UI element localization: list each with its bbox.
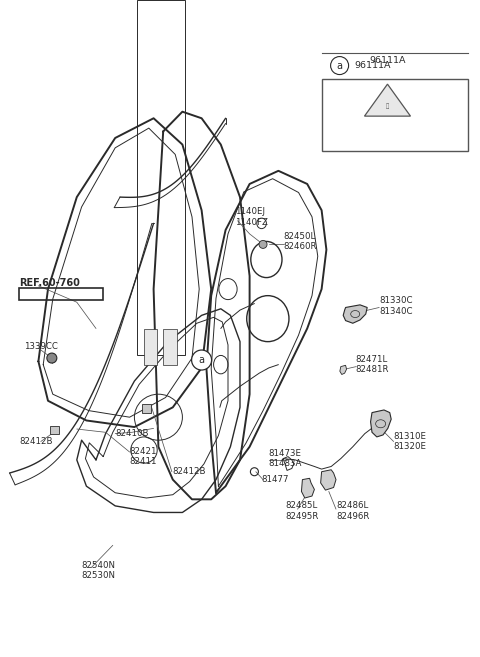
Text: a: a: [199, 355, 204, 365]
Polygon shape: [50, 426, 59, 434]
Polygon shape: [340, 365, 347, 374]
Text: 82450L
82460R: 82450L 82460R: [283, 232, 317, 252]
Bar: [163, 328, 177, 365]
Text: 81330C
81340C: 81330C 81340C: [379, 296, 413, 316]
Circle shape: [192, 350, 212, 370]
Polygon shape: [371, 410, 391, 437]
Text: 81477: 81477: [262, 475, 289, 484]
Polygon shape: [142, 404, 151, 413]
Polygon shape: [343, 305, 367, 323]
Text: 81310E
81320E: 81310E 81320E: [394, 432, 427, 451]
Bar: [137, 0, 185, 355]
Circle shape: [259, 240, 267, 248]
Circle shape: [331, 57, 348, 74]
Polygon shape: [301, 478, 314, 498]
Text: 82421
82411: 82421 82411: [130, 447, 157, 466]
Text: 96111A: 96111A: [355, 61, 391, 70]
Text: 82485L
82495R: 82485L 82495R: [286, 501, 319, 521]
Text: 🚗: 🚗: [386, 103, 389, 109]
Text: 96111A: 96111A: [370, 56, 406, 65]
Text: 82540N
82530N: 82540N 82530N: [82, 560, 116, 580]
Text: REF.60-760: REF.60-760: [19, 277, 80, 288]
Text: 82412B: 82412B: [173, 467, 206, 476]
Text: 82412B: 82412B: [19, 437, 53, 446]
Bar: [144, 328, 157, 365]
Text: 1140EJ
1140FZ: 1140EJ 1140FZ: [235, 207, 268, 227]
Text: 82486L
82496R: 82486L 82496R: [336, 501, 370, 521]
Text: 82410B: 82410B: [115, 429, 149, 438]
Bar: [322, 79, 468, 151]
Bar: [19, 288, 103, 300]
Circle shape: [47, 353, 57, 363]
Polygon shape: [364, 84, 410, 116]
Text: 81473E
81483A: 81473E 81483A: [269, 449, 302, 468]
Polygon shape: [321, 470, 336, 490]
Text: a: a: [336, 60, 343, 70]
Text: 82471L
82481R: 82471L 82481R: [355, 355, 389, 374]
Text: 1339CC: 1339CC: [24, 342, 58, 351]
